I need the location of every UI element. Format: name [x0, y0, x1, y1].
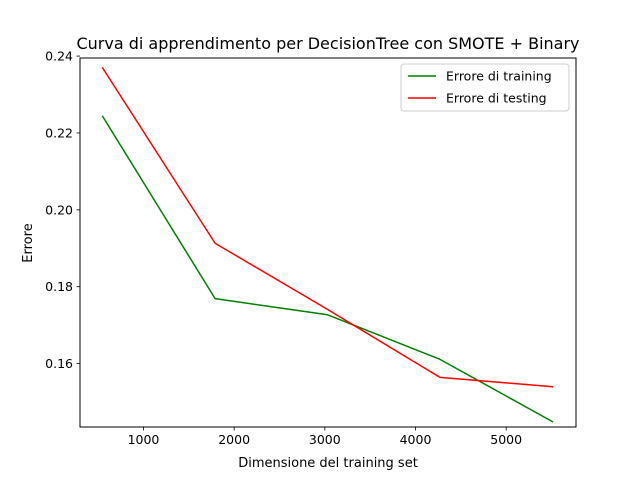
x-axis-ticks: 1000 2000 3000 4000 5000 [128, 427, 522, 447]
series-line-1 [101, 66, 554, 388]
legend-label-training: Errore di training [446, 69, 552, 84]
x-tick-label: 1000 [128, 432, 160, 447]
x-tick-label: 5000 [490, 432, 522, 447]
x-tick-label: 3000 [309, 432, 341, 447]
x-tick-label: 2000 [218, 432, 250, 447]
y-tick-label: 0.20 [45, 202, 73, 217]
x-axis-label: Dimensione del training set [238, 456, 418, 471]
y-tick-label: 0.22 [45, 125, 73, 140]
y-tick-label: 0.16 [45, 356, 73, 371]
chart-title: Curva di apprendimento per DecisionTree … [76, 34, 579, 53]
y-axis-ticks: 0.16 0.18 0.20 0.22 0.24 [45, 49, 80, 371]
y-axis-label: Errore [21, 223, 36, 262]
series-layer [101, 66, 554, 423]
y-tick-label: 0.24 [45, 49, 73, 64]
plot-frame [79, 57, 577, 428]
x-tick-label: 4000 [400, 432, 432, 447]
legend-box [400, 63, 570, 112]
legend: Errore di training Errore di testing [400, 63, 570, 112]
y-tick-label: 0.18 [45, 279, 73, 294]
legend-label-testing: Errore di testing [446, 91, 547, 106]
